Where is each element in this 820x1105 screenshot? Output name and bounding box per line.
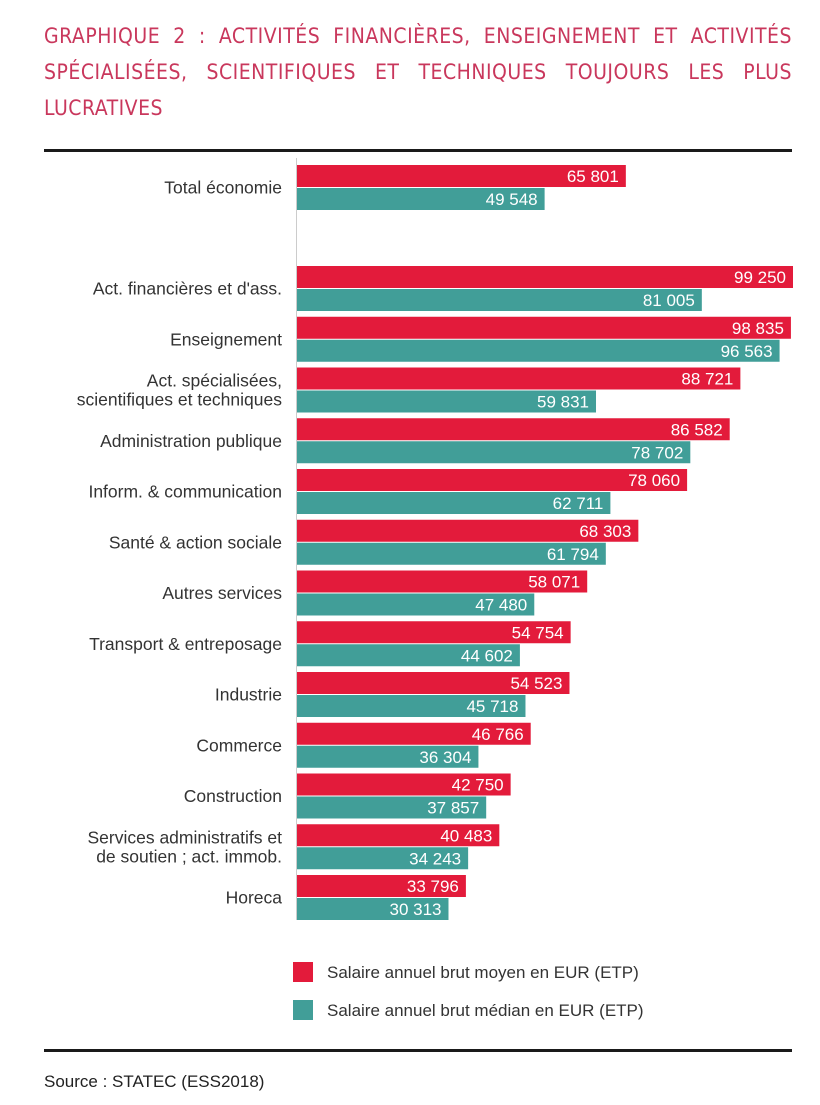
value-label: 81 005 [643, 291, 695, 310]
top-rule [44, 149, 792, 152]
category-label: de soutien ; act. immob. [96, 846, 282, 866]
category-label: Santé & action sociale [109, 532, 282, 552]
bar-mean [297, 570, 588, 593]
value-label: 40 483 [440, 826, 492, 845]
source-note: Source : STATEC (ESS2018) [44, 1072, 265, 1091]
value-label: 46 766 [472, 725, 524, 744]
value-label: 59 831 [537, 393, 589, 412]
value-label: 86 582 [671, 420, 723, 439]
value-label: 37 857 [427, 799, 479, 818]
value-label: 49 548 [486, 190, 538, 209]
bottom-rule [44, 1049, 792, 1052]
category-label: Commerce [196, 735, 282, 755]
category-label: Inform. & communication [88, 482, 282, 502]
bar-median [297, 289, 702, 311]
category-label: Services administratifs et [87, 827, 282, 847]
legend-label: Salaire annuel brut médian en EUR (ETP) [327, 1001, 644, 1020]
bar-mean [297, 722, 531, 745]
category-label: Act. financières et d'ass. [93, 279, 282, 299]
value-label: 65 801 [567, 167, 619, 186]
category-label: Transport & entreposage [89, 634, 282, 654]
bar-median [297, 492, 611, 514]
legend-swatch-median [293, 1000, 313, 1020]
category-label: Enseignement [170, 329, 282, 349]
category-label: Horeca [226, 888, 283, 908]
category-label: scientifiques et techniques [77, 390, 283, 410]
bar-median [297, 796, 487, 819]
bar-median [297, 745, 479, 768]
value-label: 30 313 [389, 900, 441, 919]
value-label: 88 721 [681, 370, 733, 389]
value-label: 68 303 [579, 522, 631, 541]
value-label: 54 754 [512, 623, 564, 642]
bar-median [297, 188, 545, 210]
value-label: 33 796 [407, 877, 459, 896]
bar-median [297, 695, 526, 717]
bar-median [297, 390, 597, 413]
bar-mean [297, 367, 741, 390]
category-label: Total économie [164, 178, 282, 198]
value-label: 36 304 [419, 748, 471, 767]
value-label: 61 794 [547, 545, 599, 564]
legend-label: Salaire annuel brut moyen en EUR (ETP) [327, 963, 639, 982]
bar-mean [297, 875, 466, 897]
value-label: 78 702 [631, 443, 683, 462]
bar-mean [297, 672, 570, 694]
bar-mean [297, 316, 791, 339]
bar-mean [297, 621, 571, 644]
bar-median [297, 898, 449, 920]
value-label: 96 563 [721, 342, 773, 361]
bar-mean [297, 773, 511, 796]
value-label: 54 523 [510, 674, 562, 693]
bar-mean [297, 469, 688, 491]
bar-median [297, 339, 780, 362]
value-label: 78 060 [628, 471, 680, 490]
bar-mean [297, 418, 730, 441]
bar-mean [297, 519, 639, 542]
value-label: 62 711 [553, 494, 604, 513]
legend-swatch-mean [293, 962, 313, 982]
category-label: Act. spécialisées, [147, 371, 282, 391]
value-label: 58 071 [528, 573, 580, 592]
bar-mean [297, 165, 626, 187]
bar-median [297, 847, 469, 870]
category-label: Industrie [215, 685, 282, 705]
value-label: 98 835 [732, 319, 784, 338]
chart-title: GRAPHIQUE 2 : ACTIVITÉS FINANCIÈRES, ENS… [44, 24, 792, 120]
bar-mean [297, 266, 793, 288]
value-label: 34 243 [409, 849, 461, 868]
bar-median [297, 644, 520, 667]
bar-median [297, 542, 606, 565]
category-label: Construction [184, 786, 282, 806]
value-label: 44 602 [461, 646, 513, 665]
value-label: 42 750 [452, 776, 504, 795]
value-label: 99 250 [734, 268, 786, 287]
value-label: 45 718 [466, 697, 518, 716]
bar-median [297, 593, 535, 616]
bar-median [297, 441, 691, 464]
category-label: Autres services [162, 583, 282, 603]
bar-mean [297, 824, 500, 847]
value-label: 47 480 [475, 596, 527, 615]
category-label: Administration publique [100, 431, 282, 451]
